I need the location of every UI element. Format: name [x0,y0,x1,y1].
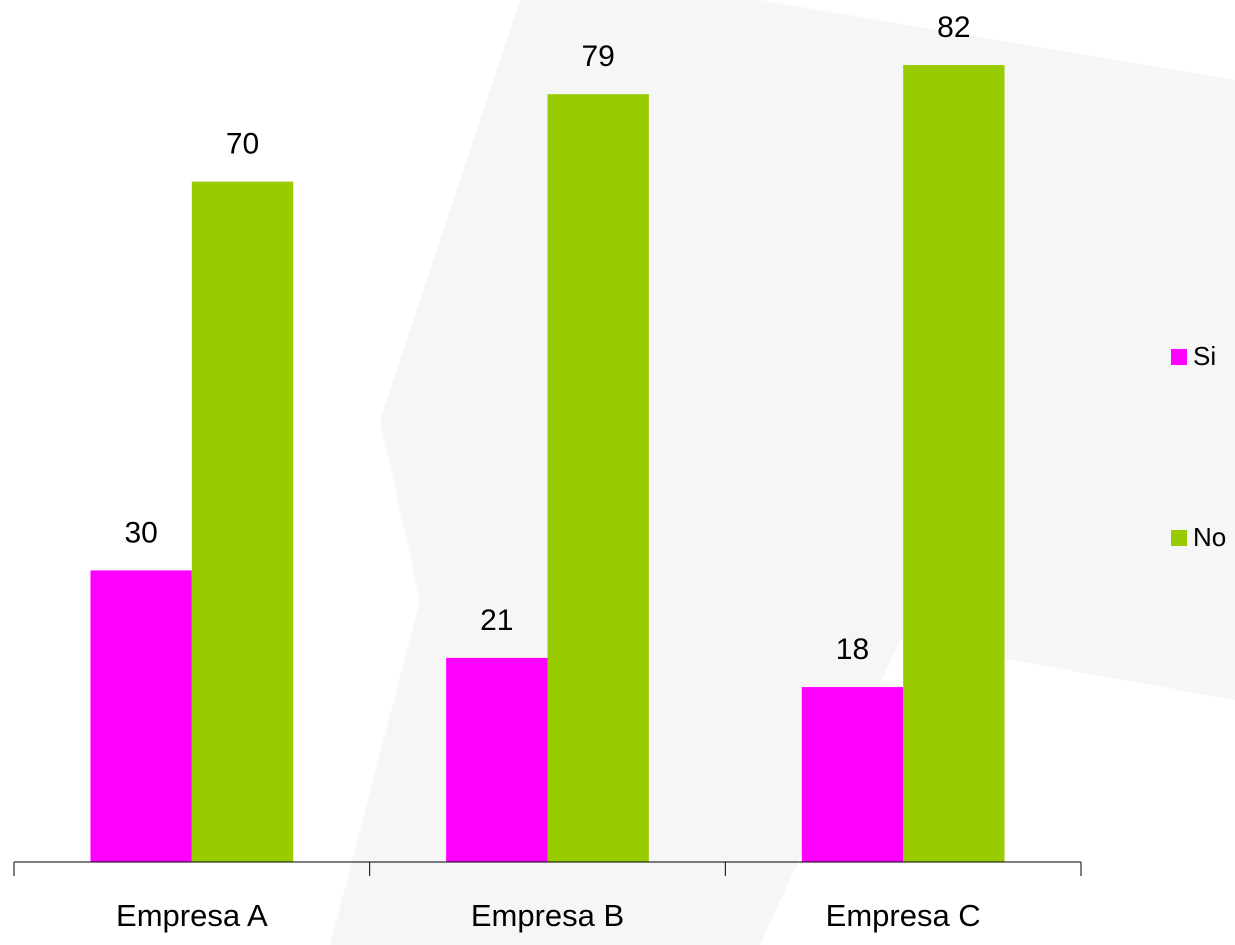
legend-swatch [1171,530,1187,546]
legend-swatch [1171,349,1187,365]
legend-label: No [1193,522,1226,552]
data-label: 30 [124,516,157,549]
data-label: 79 [581,40,614,73]
data-label: 21 [480,604,513,637]
legend-label: Si [1193,341,1216,371]
bar [191,181,294,862]
bar [801,687,904,862]
bar [90,570,192,862]
x-tick-label: Empresa A [116,898,268,933]
x-tick-label: Empresa B [471,898,624,933]
x-tick-label: Empresa C [826,898,981,933]
data-label: 70 [226,128,259,161]
data-label: 18 [836,633,869,666]
bar [547,94,649,862]
bar [903,65,1005,862]
data-label: 82 [937,11,970,44]
bar [446,657,548,862]
